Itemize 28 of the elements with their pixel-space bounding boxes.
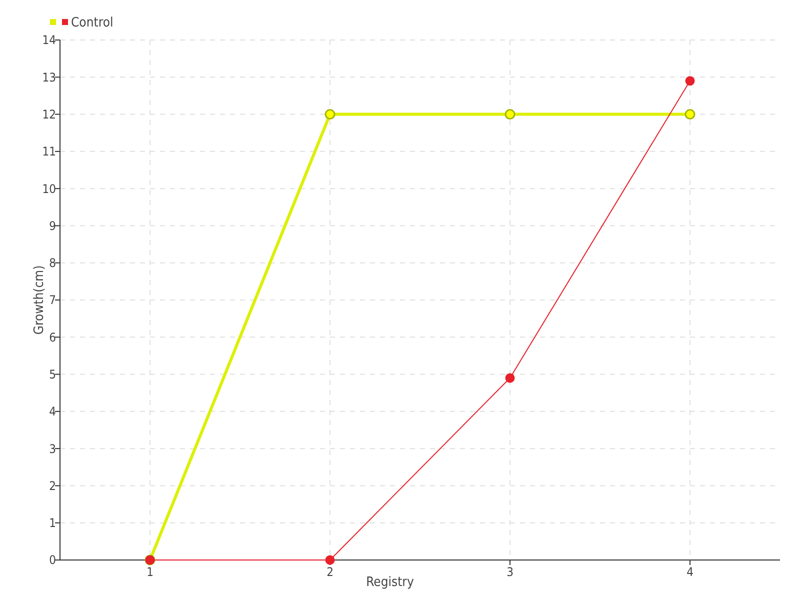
x-axis-title: Registry [366,575,414,590]
y-tick-label: 4 [49,404,56,419]
legend-label: Control [71,16,114,31]
y-tick-label: 2 [49,478,56,493]
y-tick-label: 10 [42,182,56,196]
y-tick-label: 12 [42,107,56,122]
x-tick-label: 2 [326,565,334,579]
y-tick-label: 9 [49,218,56,233]
y-tick-label: 3 [49,442,56,456]
y-tick-label: 11 [42,144,56,159]
y-tick-label: 14 [42,33,56,48]
y-tick-label: 8 [49,256,56,270]
y-tick-label: 1 [49,516,56,530]
y-tick-label: 6 [49,330,56,344]
y-axis-title: Growth(cm) [32,265,47,335]
x-tick-label: 3 [506,565,514,579]
point [504,109,516,120]
point [684,109,696,120]
y-tick-label: 7 [49,293,56,308]
point [685,76,695,86]
y-tick-label: 5 [49,367,56,382]
point [324,109,336,120]
y-tick-label: 0 [49,553,56,568]
x-tick-label: 4 [686,565,694,579]
point [325,555,335,565]
y-tick-label: 13 [42,70,56,84]
point [505,373,515,383]
x-tick-label: 1 [146,565,154,579]
